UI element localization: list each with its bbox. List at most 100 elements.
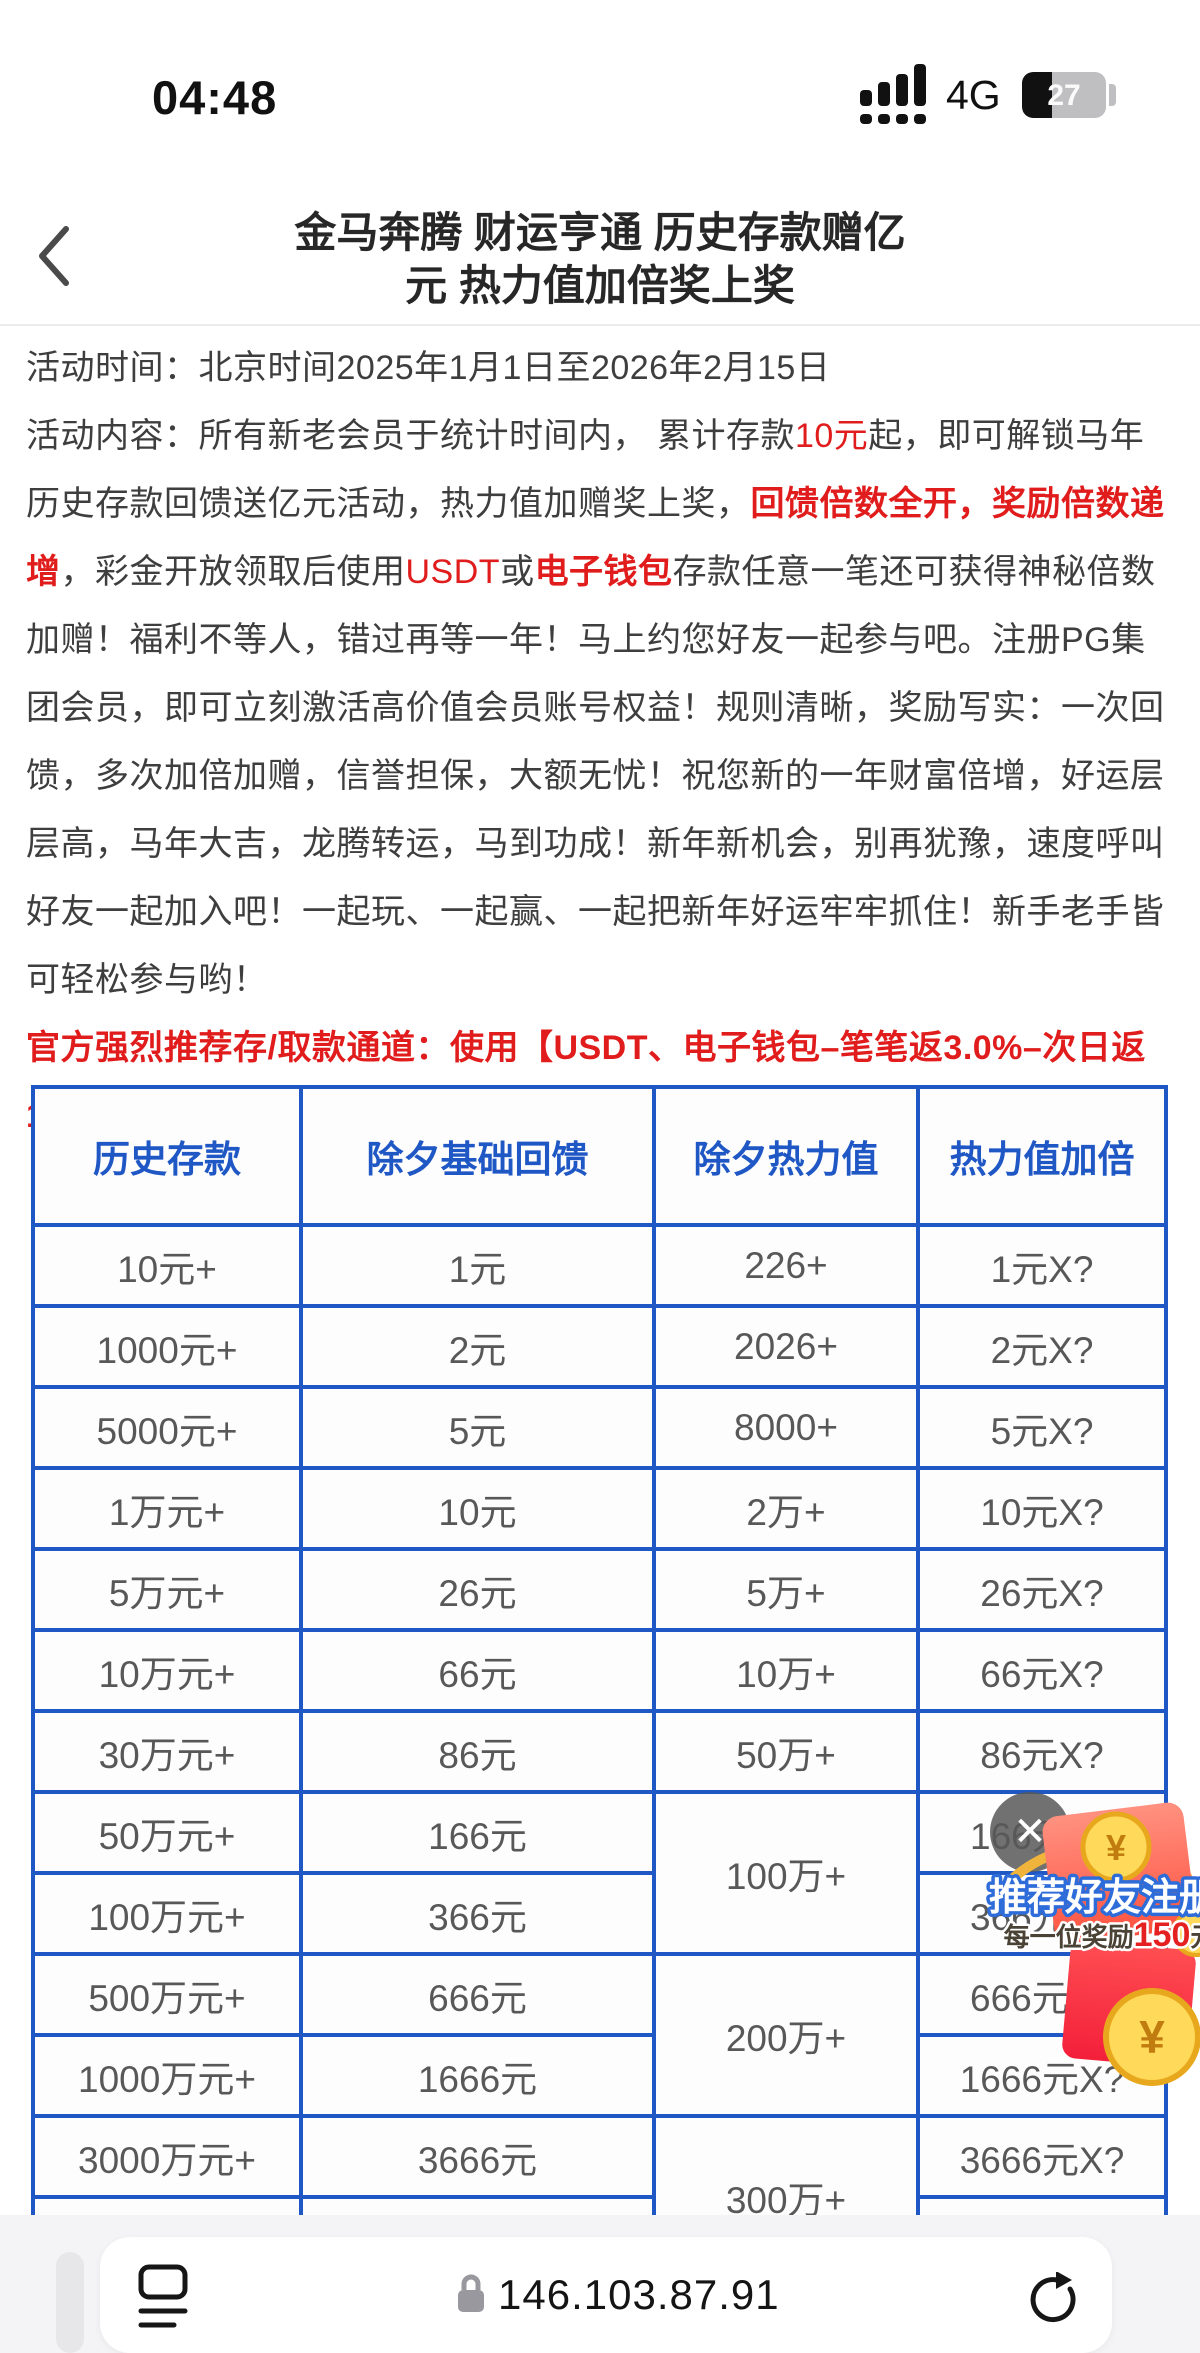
table-cell: 8000+	[652, 1385, 920, 1470]
battery-icon: 27	[1022, 72, 1106, 118]
text-segment: 或	[500, 553, 535, 591]
red-envelope-badge[interactable]: ¥ ¥	[990, 1795, 1200, 2095]
battery-fill	[1022, 72, 1052, 118]
badge-line2-prefix: 每一位奖励	[1004, 1922, 1134, 1952]
text-segment: 起，即可解锁马年历史存款回馈送亿元活动，热力值加赠奖上奖，	[26, 417, 1145, 523]
table-cell: 1666元	[299, 2033, 656, 2118]
table-cell: 1元X?	[916, 1223, 1168, 1308]
table-cell: 86元	[299, 1709, 656, 1794]
table-cell: 26元	[299, 1547, 656, 1632]
header-divider	[0, 324, 1200, 326]
table-cell: 66元X?	[916, 1628, 1168, 1713]
badge-reward-amount: 150	[1134, 1916, 1191, 1954]
table-row: 500万元+ 666元 200万+ 666元X?	[31, 1952, 1168, 2118]
text-segment: 存款任意一笔还可获得神秘倍数加赠！福利不等人，错过再等一年！马上约您好友一起参与…	[26, 553, 1165, 999]
text-segment: USDT	[405, 553, 501, 591]
table-cell: 2026+	[652, 1304, 920, 1389]
table-cell: 500万元+	[31, 1952, 303, 2037]
lock-icon	[458, 2274, 484, 2312]
adjacent-tab-edge[interactable]	[56, 2252, 84, 2353]
promo-text-block: 活动时间：北京时间2025年1月1日至2026年2月15日 活动内容：所有新老会…	[26, 334, 1176, 1150]
coin-yuan-glyph: ¥	[1106, 1827, 1126, 1868]
reload-icon[interactable]	[1025, 2272, 1077, 2324]
table-cell: 366元	[299, 1871, 656, 1956]
table-cell: 50万元+	[31, 1790, 303, 1875]
text-segment: 活动内容：所有新老会员于统计时间内， 累计存款	[26, 417, 795, 455]
table-cell: 100万元+	[31, 1871, 303, 1956]
table-header-cell: 除夕热力值	[652, 1085, 920, 1227]
table-cell: 5元	[299, 1385, 656, 1470]
table-cell: 66元	[299, 1628, 656, 1713]
gold-coin-icon	[1103, 1988, 1200, 2086]
table-cell: 3666元X?	[916, 2114, 1168, 2199]
page-title: 金马奔腾 财运亨通 历史存款赠亿 元 热力值加倍奖上奖	[140, 206, 1060, 312]
close-icon: ✕	[1013, 1810, 1047, 1854]
table-cell: 50万+	[652, 1709, 920, 1794]
table-cell: 30万元+	[31, 1709, 303, 1794]
table-row: 100万元+ 366元 366元X?	[31, 1871, 1168, 1956]
badge-text[interactable]: 推荐好友注册 每一位奖励150元	[983, 1860, 1200, 1970]
table-row: 5万元+ 26元 5万+ 26元X?	[31, 1547, 1168, 1632]
table-row: 3000万元+ 3666元 300万+ 3666元X?	[31, 2114, 1168, 2280]
text-segment: 10元	[794, 417, 869, 455]
network-type-label: 4G	[946, 72, 1001, 118]
table-cell: 26元X?	[916, 1547, 1168, 1632]
table-cell: 1元	[299, 1223, 656, 1308]
status-time: 04:48	[152, 71, 278, 124]
table-header-row: 历史存款 除夕基础回馈 除夕热力值 热力值加倍	[31, 1085, 1168, 1227]
table-cell: 5万元+	[31, 1547, 303, 1632]
badge-line2-suffix: 元	[1190, 1922, 1200, 1952]
page-title-line2: 元 热力值加倍奖上奖	[405, 262, 795, 309]
table-cell: 5万+	[652, 1547, 920, 1632]
activity-time-text: 活动时间：北京时间2025年1月1日至2026年2月15日	[26, 349, 831, 387]
gold-coin-icon	[1080, 1811, 1152, 1883]
table-cell: 666元	[299, 1952, 656, 2037]
table-cell: 5元X?	[916, 1385, 1168, 1470]
table-cell: 2元X?	[916, 1304, 1168, 1389]
table-cell: 5000元+	[31, 1385, 303, 1470]
table-cell: 10万+	[652, 1628, 920, 1713]
back-chevron-icon[interactable]	[34, 224, 74, 288]
battery-percent: 27	[1047, 79, 1081, 112]
table-cell: 2元	[299, 1304, 656, 1389]
text-segment: ，彩金开放领取后使用	[60, 553, 406, 591]
table-cell: 1000元+	[31, 1304, 303, 1389]
table-row: 10万元+ 66元 10万+ 66元X?	[31, 1628, 1168, 1713]
table-cell: 10万元+	[31, 1628, 303, 1713]
table-cell: 100万+	[652, 1790, 920, 1956]
tabs-icon[interactable]	[137, 2264, 189, 2330]
table-cell: 200万+	[652, 1952, 920, 2118]
rewards-table: 历史存款 除夕基础回馈 除夕热力值 热力值加倍 10元+ 1元 226+ 1元X? 1000元+…	[31, 1085, 1168, 2280]
activity-body-text: 活动内容：所有新老会员于统计时间内， 累计存款10元起，即可解锁马年历史存款回馈…	[26, 402, 1176, 1014]
address-bar[interactable]	[100, 2237, 1112, 2353]
table-cell: 10元	[299, 1466, 656, 1551]
table-cell: 1万元+	[31, 1466, 303, 1551]
table-row: 1000元+ 2元 2026+ 2元X?	[31, 1304, 1168, 1389]
table-cell: 10元+	[31, 1223, 303, 1308]
table-cell: 86元X?	[916, 1709, 1168, 1794]
badge-line1: 推荐好友注册	[989, 1877, 1200, 1919]
table-header-cell: 历史存款	[31, 1085, 303, 1227]
table-cell: 10元X?	[916, 1466, 1168, 1551]
cellular-signal-icon	[860, 64, 926, 124]
badge-line2: 每一位奖励150元	[1004, 1916, 1200, 1954]
table-row: 10元+ 1元 226+ 1元X?	[31, 1223, 1168, 1308]
table-cell: 3666元	[299, 2114, 656, 2199]
gold-coin-icon	[1172, 1909, 1200, 1957]
table-cell: 226+	[652, 1223, 920, 1308]
table-header-cell: 除夕基础回馈	[299, 1085, 656, 1227]
table-header-cell: 热力值加倍	[916, 1085, 1168, 1227]
url-text[interactable]: 146.103.87.91	[498, 2271, 780, 2318]
table-row: 1万元+ 10元 2万+ 10元X?	[31, 1466, 1168, 1551]
text-segment: 电子钱包	[534, 553, 673, 591]
table-row: 5000元+ 5元 8000+ 5元X?	[31, 1385, 1168, 1470]
table-cell: 2万+	[652, 1466, 920, 1551]
text-segment: 回馈倍数全开，奖励倍数递增	[26, 485, 1165, 591]
coin-yuan-glyph: ¥	[1139, 2011, 1165, 2063]
page-title-line1: 金马奔腾 财运亨通 历史存款赠亿	[294, 209, 906, 256]
table-cell: 1000万元+	[31, 2033, 303, 2118]
table-cell: 3000万元+	[31, 2114, 303, 2199]
battery-nub	[1109, 84, 1116, 106]
table-cell: 166元	[299, 1790, 656, 1875]
